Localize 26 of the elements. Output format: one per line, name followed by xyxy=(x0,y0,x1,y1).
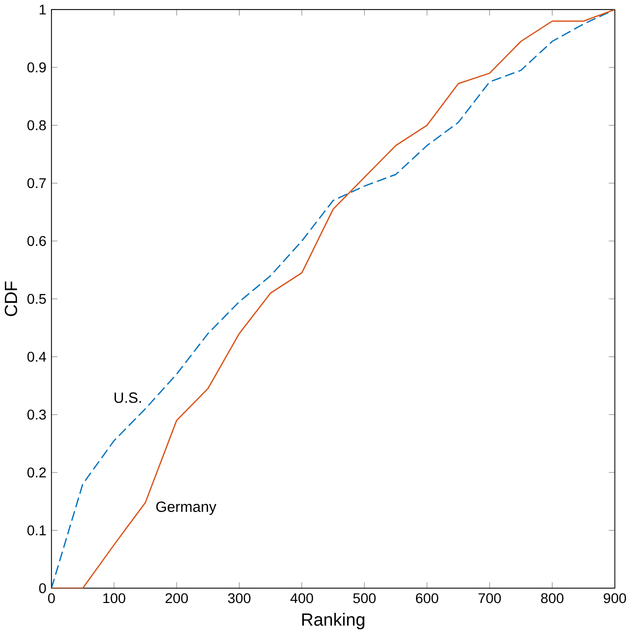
x-tick-label: 500 xyxy=(353,593,376,604)
y-tick-label: 0.9 xyxy=(27,62,46,72)
y-tick-label: 0 xyxy=(39,583,46,594)
y-tick-label: 0.2 xyxy=(27,467,46,478)
series-label: U.S. xyxy=(114,392,141,403)
x-tick-label: 400 xyxy=(290,593,313,604)
y-tick-label: 0.5 xyxy=(27,294,46,304)
y-tick-label: 0.4 xyxy=(27,352,46,362)
x-tick-label: 900 xyxy=(604,593,626,604)
y-tick-label: 0.1 xyxy=(27,525,46,536)
x-tick-label: 200 xyxy=(165,593,188,604)
x-tick-label: 100 xyxy=(103,593,126,604)
x-tick-label: 300 xyxy=(228,593,250,604)
line-series xyxy=(51,10,615,588)
x-tick-label: 0 xyxy=(48,593,55,604)
y-tick-label: 0.3 xyxy=(27,410,46,420)
y-tick-label: 0.8 xyxy=(27,120,46,130)
x-tick-label: 800 xyxy=(540,593,564,604)
y-tick-label: 0.7 xyxy=(27,178,46,188)
x-tick-label: 700 xyxy=(478,593,501,604)
x-axis-title: Ranking xyxy=(302,612,364,630)
series-label: Germany xyxy=(156,502,216,515)
y-tick-label: 1 xyxy=(40,4,46,14)
y-tick-label: 0.6 xyxy=(27,236,46,246)
x-tick-label: 600 xyxy=(416,593,438,604)
y-axis-title: CDF xyxy=(4,281,18,316)
